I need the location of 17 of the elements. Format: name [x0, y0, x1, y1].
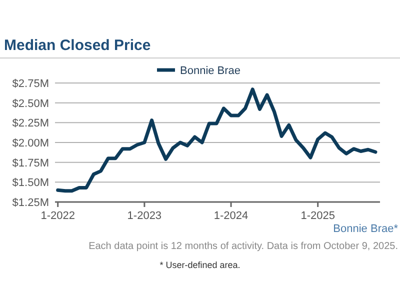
x-tick-label: 1-2024 — [214, 210, 248, 222]
y-tick-label: $1.50M — [12, 177, 49, 190]
text: Bonnie Brae* — [333, 223, 399, 235]
x-tick-label: 1-2025 — [300, 210, 335, 222]
y-tick-label: $2.25M — [12, 118, 49, 130]
chart-title: Median Closed Price — [4, 37, 151, 54]
y-tick-label: $2.00M — [12, 138, 49, 150]
y-tick-label: $2.75M — [12, 78, 49, 90]
y-tick-label: $1.25M — [12, 197, 49, 209]
y-tick-label: $1.75M — [12, 157, 49, 170]
x-tick-label: 1-2023 — [127, 210, 162, 222]
text: Each data point is 12 months of activity. Data is from October 9, 2025. — [88, 241, 398, 252]
x-tick-label: 1-2022 — [40, 210, 75, 222]
text: * User-defined area. — [160, 260, 240, 270]
line-series — [56, 88, 378, 193]
y-tick-label: $2.50M — [12, 98, 49, 110]
legend-label: Bonnie Brae — [180, 65, 241, 77]
